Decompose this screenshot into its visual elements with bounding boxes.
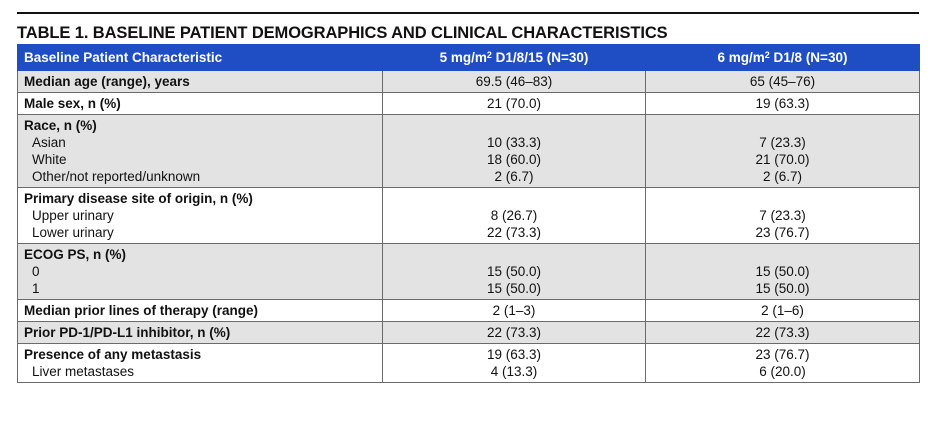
table-row: Race, n (%) Asian White Other/not report…	[17, 114, 920, 188]
sub-label: 1	[32, 281, 40, 296]
cell-value: 7 (23.3)	[759, 208, 806, 223]
cell-value: 23 (76.7)	[755, 347, 810, 362]
table-row: ECOG PS, n (%) 0 1 15 (50.0) 15 (50.0) 1…	[17, 243, 920, 300]
cell-value: 15 (50.0)	[755, 264, 810, 279]
sub-label: Asian	[32, 135, 66, 150]
cell-value: 18 (60.0)	[486, 152, 542, 167]
demographics-table: Baseline Patient Characteristic 5 mg/m2 …	[17, 44, 920, 383]
cell-value: 21 (70.0)	[486, 96, 542, 111]
header-row: Baseline Patient Characteristic 5 mg/m2 …	[17, 44, 920, 71]
cell-value: 21 (70.0)	[755, 152, 810, 167]
table-row: Median prior lines of therapy (range) 2 …	[17, 299, 920, 322]
cell-value: 15 (50.0)	[486, 264, 542, 279]
cell-value: 69.5 (46–83)	[475, 74, 553, 89]
header-characteristic: Baseline Patient Characteristic	[17, 44, 383, 71]
cell-value: 19 (63.3)	[755, 96, 810, 111]
cell-value: 23 (76.7)	[755, 225, 810, 240]
row-label: Median prior lines of therapy (range)	[24, 303, 259, 318]
cell-value	[652, 190, 913, 207]
row-label: Median age (range), years	[24, 74, 190, 89]
cell-value	[389, 246, 639, 263]
row-label: Race, n (%)	[24, 118, 97, 133]
cell-value: 2 (1–3)	[492, 303, 536, 318]
sub-label: Upper urinary	[32, 208, 114, 223]
cell-value	[652, 246, 913, 263]
sub-label: 0	[32, 264, 40, 279]
cell-value: 2 (6.7)	[762, 169, 803, 184]
sub-label: White	[32, 152, 67, 167]
header-dose-6mg: 6 mg/m2 D1/8 (N=30)	[645, 44, 920, 71]
cell-value	[389, 190, 639, 207]
row-label: Male sex, n (%)	[24, 96, 121, 111]
row-label: ECOG PS, n (%)	[24, 247, 127, 262]
cell-value: 15 (50.0)	[486, 281, 542, 296]
cell-value: 65 (45–76)	[749, 74, 816, 89]
cell-value: 8 (26.7)	[490, 208, 538, 223]
cell-value: 22 (73.3)	[486, 325, 542, 340]
table-row: Presence of any metastasis Liver metasta…	[17, 343, 920, 383]
cell-value: 22 (73.3)	[755, 325, 810, 340]
table-row: Prior PD-1/PD-L1 inhibitor, n (%) 22 (73…	[17, 321, 920, 344]
cell-value	[389, 117, 639, 134]
cell-value: 2 (1–6)	[761, 303, 804, 318]
row-label: Prior PD-1/PD-L1 inhibitor, n (%)	[24, 325, 231, 340]
cell-value: 7 (23.3)	[759, 135, 806, 150]
table-row: Median age (range), years 69.5 (46–83) 6…	[17, 70, 920, 93]
sub-label: Liver metastases	[32, 364, 135, 379]
header-dose-5mg: 5 mg/m2 D1/8/15 (N=30)	[382, 44, 646, 71]
sub-label: Lower urinary	[32, 225, 114, 240]
cell-value: 22 (73.3)	[486, 225, 542, 240]
table-container: TABLE 1. BASELINE PATIENT DEMOGRAPHICS A…	[17, 12, 920, 383]
table-row: Male sex, n (%) 21 (70.0) 19 (63.3)	[17, 92, 920, 115]
row-label: Presence of any metastasis	[24, 347, 202, 362]
cell-value: 19 (63.3)	[486, 347, 542, 362]
cell-value: 15 (50.0)	[755, 281, 810, 296]
cell-value	[652, 117, 913, 134]
row-label: Primary disease site of origin, n (%)	[24, 191, 253, 206]
top-rule	[17, 12, 919, 14]
table-row: Primary disease site of origin, n (%) Up…	[17, 187, 920, 244]
cell-value: 10 (33.3)	[486, 135, 542, 150]
cell-value: 2 (6.7)	[494, 169, 534, 184]
sub-label: Other/not reported/unknown	[32, 169, 201, 184]
cell-value: 4 (13.3)	[490, 364, 538, 379]
table-title: TABLE 1. BASELINE PATIENT DEMOGRAPHICS A…	[17, 24, 668, 42]
cell-value: 6 (20.0)	[759, 364, 806, 379]
